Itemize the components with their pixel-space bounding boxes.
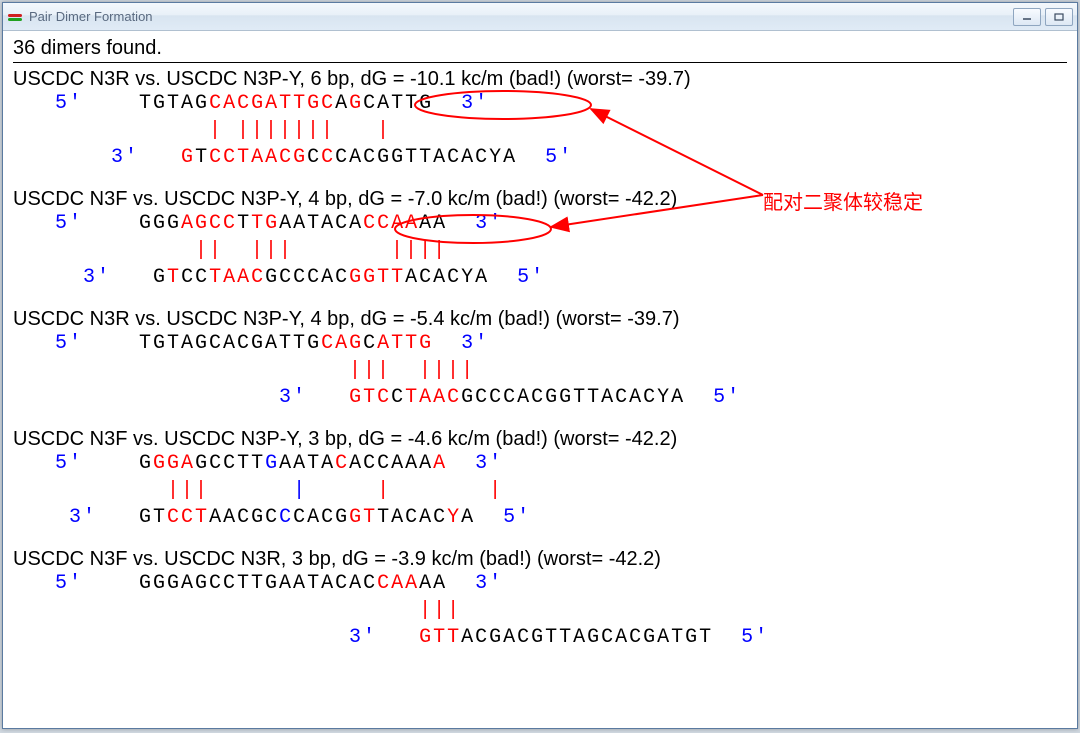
content-pane: 36 dimers found. USCDC N3R vs. USCDC N3P… [3, 31, 1077, 728]
window-title: Pair Dimer Formation [29, 9, 153, 24]
dimer-block: USCDC N3F vs. USCDC N3P-Y, 3 bp, dG = -4… [13, 429, 1067, 531]
annotation-label: 配对二聚体较稳定 [763, 186, 923, 215]
titlebar[interactable]: Pair Dimer Formation [3, 3, 1077, 31]
sequence-row: 3' GTTACGACGTTAGCACGATGT 5' [13, 624, 1067, 651]
summary-header: 36 dimers found. [13, 37, 1067, 63]
dimer-block: USCDC N3R vs. USCDC N3P-Y, 6 bp, dG = -1… [13, 69, 1067, 171]
maximize-button[interactable] [1045, 8, 1073, 26]
window-frame: Pair Dimer Formation 36 dimers found. US… [2, 2, 1078, 729]
bond-row: | ||||||| | [13, 117, 1067, 144]
sequence-row: 3' GTCCTAACGCCCACGGTTACACYA 5' [13, 384, 1067, 411]
minimize-button[interactable] [1013, 8, 1041, 26]
sequence-row: 5' TGTAGCACGATTGCAGCATTG 3' [13, 90, 1067, 117]
bond-row: ||| [13, 597, 1067, 624]
sequence-row: 3' GTCCTAACGCCCACGGTTACACYA 5' [13, 504, 1067, 531]
dimer-title: USCDC N3F vs. USCDC N3R, 3 bp, dG = -3.9… [13, 549, 1067, 570]
sequence-row: 5' GGGAGCCTTGAATACACCAAAA 3' [13, 450, 1067, 477]
dimer-title: USCDC N3R vs. USCDC N3P-Y, 4 bp, dG = -5… [13, 309, 1067, 330]
dimer-title: USCDC N3F vs. USCDC N3P-Y, 3 bp, dG = -4… [13, 429, 1067, 450]
bond-row: ||| | | | [13, 477, 1067, 504]
bond-row: ||| |||| [13, 357, 1067, 384]
dimer-title: USCDC N3R vs. USCDC N3P-Y, 6 bp, dG = -1… [13, 69, 1067, 90]
dimer-list: USCDC N3R vs. USCDC N3P-Y, 6 bp, dG = -1… [13, 69, 1067, 651]
sequence-row: 3' GTCCTAACGCCCACGGTTACACYA 5' [13, 264, 1067, 291]
dimer-block: USCDC N3F vs. USCDC N3R, 3 bp, dG = -3.9… [13, 549, 1067, 651]
dimer-block: USCDC N3R vs. USCDC N3P-Y, 4 bp, dG = -5… [13, 309, 1067, 411]
app-icon [7, 9, 23, 25]
sequence-row: 5' TGTAGCACGATTGCAGCATTG 3' [13, 330, 1067, 357]
sequence-row: 3' GTCCTAACGCCCACGGTTACACYA 5' [13, 144, 1067, 171]
sequence-row: 5' GGGAGCCTTGAATACACCAAAA 3' [13, 570, 1067, 597]
bond-row: || ||| |||| [13, 237, 1067, 264]
